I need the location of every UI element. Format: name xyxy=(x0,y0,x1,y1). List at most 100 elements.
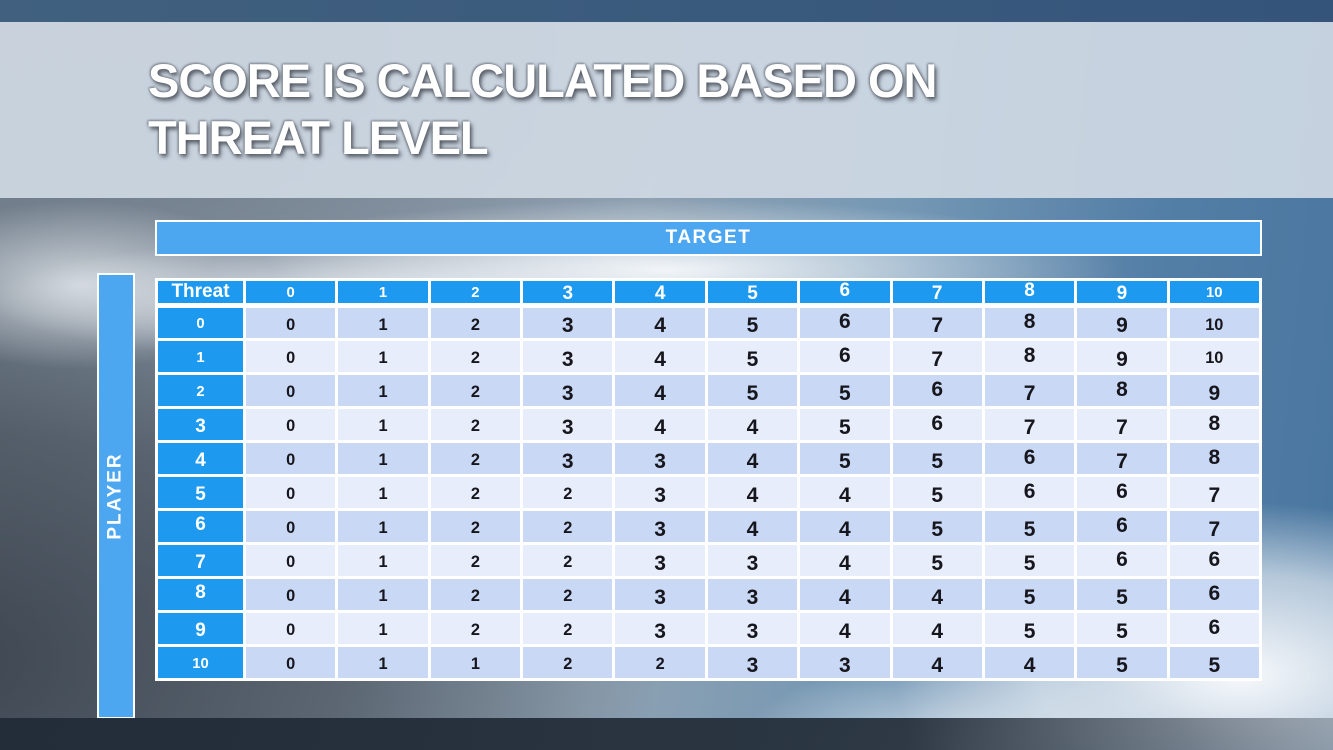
score-cell: 7 xyxy=(889,304,985,341)
score-cell: 6 xyxy=(981,474,1078,511)
score-cell: 3 xyxy=(612,542,708,579)
score-cell: 0 xyxy=(242,372,339,409)
score-cell: 3 xyxy=(612,474,708,511)
score-cell: 5 xyxy=(1074,576,1170,613)
score-cell: 6 xyxy=(889,372,985,409)
score-cell: 6 xyxy=(1074,508,1170,545)
target-col-header: 6 xyxy=(797,278,893,308)
score-cell: 3 xyxy=(612,508,708,545)
score-cell: 7 xyxy=(889,338,985,375)
matrix-header-row: Threat 0 1 2 3 4 5 6 7 8 9 10 xyxy=(155,278,1263,308)
score-cell: 2 xyxy=(427,576,524,613)
score-cell: 5 xyxy=(981,576,1078,613)
score-cell: 6 xyxy=(1074,474,1170,511)
score-cell: 6 xyxy=(1166,542,1263,579)
target-col-header: 5 xyxy=(704,278,801,308)
player-row-header: 4 xyxy=(155,440,246,477)
score-cell: 7 xyxy=(1166,508,1263,545)
score-cell: 3 xyxy=(704,644,801,681)
score-cell: 2 xyxy=(520,542,616,579)
player-row-header: 6 xyxy=(155,508,246,545)
score-cell: 6 xyxy=(889,406,985,443)
score-cell: 3 xyxy=(797,644,893,681)
score-cell: 5 xyxy=(889,474,985,511)
score-cell: 4 xyxy=(797,610,893,647)
score-cell: 1 xyxy=(335,338,431,375)
score-cell: 3 xyxy=(704,610,801,647)
score-cell: 2 xyxy=(520,576,616,613)
player-header-bar: PLAYER xyxy=(97,273,135,719)
player-row-header: 3 xyxy=(155,406,246,443)
player-row-header: 0 xyxy=(155,304,246,341)
score-cell: 1 xyxy=(335,372,431,409)
player-row-header: 10 xyxy=(155,644,246,681)
title-line-1: SCORE IS CALCULATED BASED ON xyxy=(148,54,937,107)
score-cell: 3 xyxy=(612,440,708,477)
score-cell: 2 xyxy=(520,474,616,511)
score-cell: 1 xyxy=(335,406,431,443)
score-cell: 8 xyxy=(981,338,1078,375)
target-header-bar: TARGET xyxy=(155,220,1262,256)
score-cell: 4 xyxy=(612,304,708,341)
score-cell: 8 xyxy=(981,304,1078,341)
score-cell: 5 xyxy=(889,542,985,579)
score-cell: 0 xyxy=(242,440,339,477)
score-cell: 4 xyxy=(612,372,708,409)
score-cell: 7 xyxy=(981,372,1078,409)
title-line-2: THREAT LEVEL xyxy=(148,111,489,164)
score-cell: 7 xyxy=(1074,440,1170,477)
score-cell: 3 xyxy=(520,372,616,409)
score-cell: 3 xyxy=(704,542,801,579)
score-cell: 5 xyxy=(981,508,1078,545)
score-cell: 6 xyxy=(1074,542,1170,579)
score-cell: 0 xyxy=(242,304,339,341)
score-cell: 5 xyxy=(704,372,801,409)
score-cell: 4 xyxy=(797,508,893,545)
score-cell: 7 xyxy=(1074,406,1170,443)
score-cell: 3 xyxy=(704,576,801,613)
matrix-row: 1 0 1 2 3 4 5 6 7 8 9 10 xyxy=(155,338,1263,375)
score-cell: 1 xyxy=(335,644,431,681)
score-cell: 0 xyxy=(242,610,339,647)
score-cell: 2 xyxy=(427,542,524,579)
score-cell: 1 xyxy=(335,304,431,341)
score-cell: 0 xyxy=(242,474,339,511)
score-cell: 3 xyxy=(520,304,616,341)
score-cell: 4 xyxy=(704,474,801,511)
target-col-header: 8 xyxy=(981,278,1078,308)
player-row-header: 2 xyxy=(155,372,246,409)
score-cell: 1 xyxy=(427,644,524,681)
score-cell: 6 xyxy=(1166,610,1263,647)
score-cell: 1 xyxy=(335,508,431,545)
score-cell: 2 xyxy=(427,406,524,443)
player-row-header: 9 xyxy=(155,610,246,647)
score-cell: 5 xyxy=(797,406,893,443)
score-cell: 5 xyxy=(889,508,985,545)
score-cell: 4 xyxy=(612,406,708,443)
threat-corner-cell: Threat xyxy=(155,278,246,308)
player-row-header: 8 xyxy=(155,576,246,613)
score-cell: 3 xyxy=(612,610,708,647)
player-label: PLAYER xyxy=(105,452,127,540)
score-cell: 1 xyxy=(335,576,431,613)
score-cell: 6 xyxy=(1166,576,1263,613)
player-row-header: 7 xyxy=(155,542,246,579)
matrix-row: 0 0 1 2 3 4 5 6 7 8 9 10 xyxy=(155,304,1263,341)
score-cell: 6 xyxy=(797,304,893,341)
score-cell: 9 xyxy=(1074,304,1170,341)
target-col-header: 2 xyxy=(427,278,524,308)
score-cell: 2 xyxy=(427,372,524,409)
score-cell: 0 xyxy=(242,508,339,545)
target-col-header: 4 xyxy=(612,278,708,308)
score-cell: 4 xyxy=(612,338,708,375)
score-cell: 8 xyxy=(1166,440,1263,477)
score-cell: 0 xyxy=(242,542,339,579)
target-label: TARGET xyxy=(665,227,752,248)
